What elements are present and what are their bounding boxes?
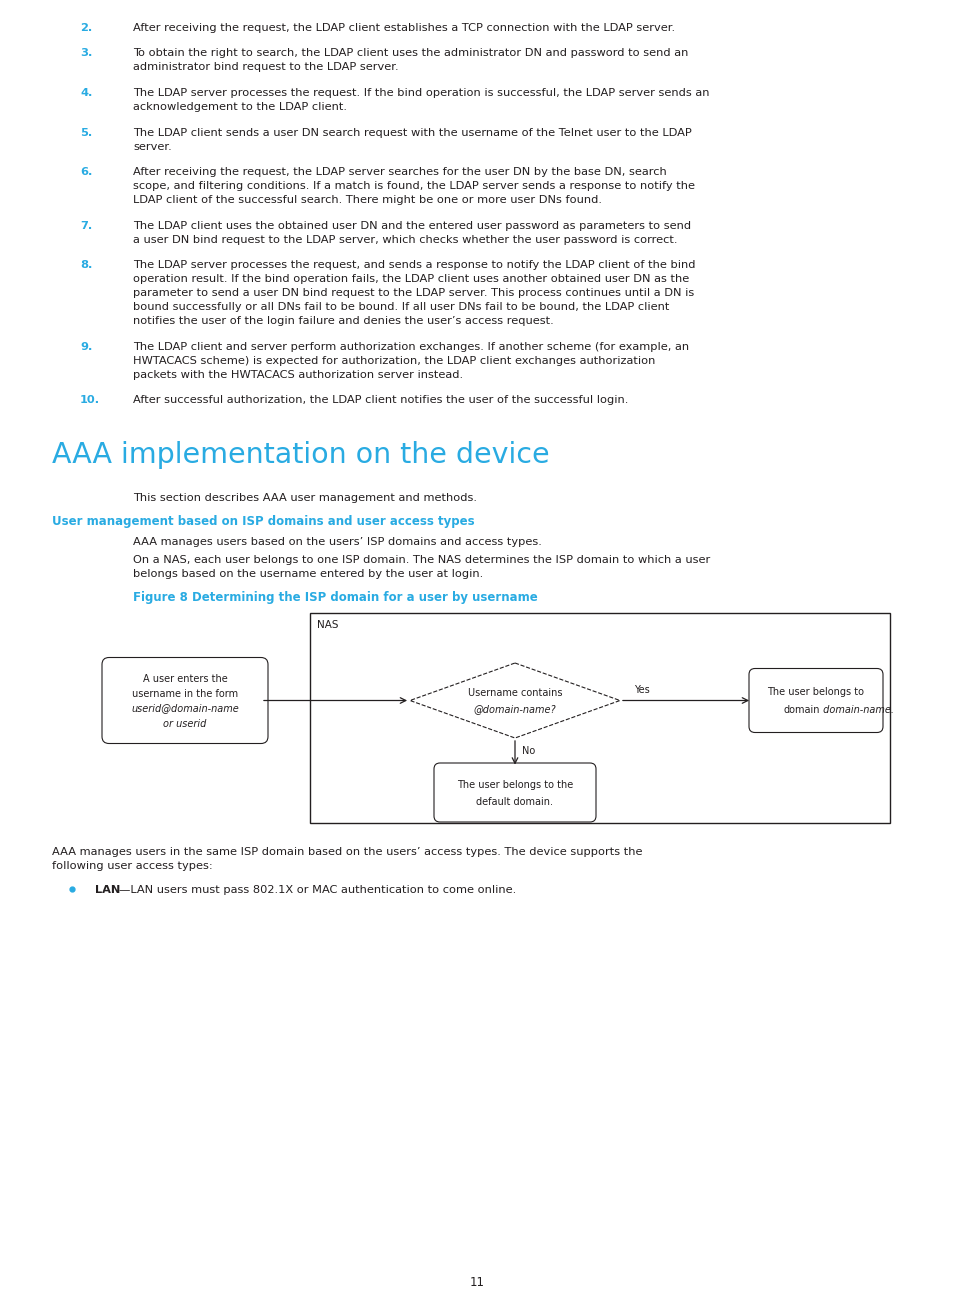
Text: domain-name.: domain-name. — [820, 705, 893, 714]
Text: scope, and filtering conditions. If a match is found, the LDAP server sends a re: scope, and filtering conditions. If a ma… — [132, 181, 695, 191]
Text: packets with the HWTACACS authorization server instead.: packets with the HWTACACS authorization … — [132, 369, 462, 380]
Text: 5.: 5. — [80, 127, 92, 137]
Text: or userid: or userid — [163, 718, 207, 728]
Text: HWTACACS scheme) is expected for authorization, the LDAP client exchanges author: HWTACACS scheme) is expected for authori… — [132, 355, 655, 365]
Text: The LDAP client sends a user DN search request with the username of the Telnet u: The LDAP client sends a user DN search r… — [132, 127, 691, 137]
Text: Yes: Yes — [634, 686, 649, 695]
Text: AAA implementation on the device: AAA implementation on the device — [52, 441, 549, 468]
Text: notifies the user of the login failure and denies the user’s access request.: notifies the user of the login failure a… — [132, 316, 553, 327]
Text: After receiving the request, the LDAP server searches for the user DN by the bas: After receiving the request, the LDAP se… — [132, 167, 666, 178]
Text: bound successfully or all DNs fail to be bound. If all user DNs fail to be bound: bound successfully or all DNs fail to be… — [132, 302, 669, 312]
Text: 9.: 9. — [80, 342, 92, 351]
Text: belongs based on the username entered by the user at login.: belongs based on the username entered by… — [132, 569, 483, 578]
Text: User management based on ISP domains and user access types: User management based on ISP domains and… — [52, 515, 475, 527]
Text: AAA manages users based on the users’ ISP domains and access types.: AAA manages users based on the users’ IS… — [132, 537, 541, 547]
Text: LAN: LAN — [95, 884, 120, 894]
Text: following user access types:: following user access types: — [52, 861, 213, 871]
Text: 8.: 8. — [80, 260, 92, 270]
Text: The LDAP server processes the request, and sends a response to notify the LDAP c: The LDAP server processes the request, a… — [132, 260, 695, 270]
Text: On a NAS, each user belongs to one ISP domain. The NAS determines the ISP domain: On a NAS, each user belongs to one ISP d… — [132, 555, 709, 565]
Text: 2.: 2. — [80, 23, 92, 32]
Text: No: No — [521, 745, 535, 756]
Text: default domain.: default domain. — [476, 797, 553, 806]
Text: NAS: NAS — [316, 619, 338, 630]
Text: The user belongs to the: The user belongs to the — [456, 779, 573, 789]
Text: 10.: 10. — [80, 395, 100, 406]
Text: 3.: 3. — [80, 48, 92, 58]
Text: This section describes AAA user management and methods.: This section describes AAA user manageme… — [132, 492, 476, 503]
FancyBboxPatch shape — [102, 657, 268, 744]
Text: 7.: 7. — [80, 220, 92, 231]
Text: administrator bind request to the LDAP server.: administrator bind request to the LDAP s… — [132, 62, 398, 73]
Bar — [310, 613, 889, 823]
Polygon shape — [410, 664, 619, 737]
Text: The user belongs to: The user belongs to — [767, 687, 863, 696]
Text: parameter to send a user DN bind request to the LDAP server. This process contin: parameter to send a user DN bind request… — [132, 288, 694, 298]
Text: 6.: 6. — [80, 167, 92, 178]
Text: —LAN users must pass 802.1X or MAC authentication to come online.: —LAN users must pass 802.1X or MAC authe… — [119, 884, 517, 894]
Text: a user DN bind request to the LDAP server, which checks whether the user passwor: a user DN bind request to the LDAP serve… — [132, 235, 677, 245]
Text: After receiving the request, the LDAP client establishes a TCP connection with t: After receiving the request, the LDAP cl… — [132, 23, 675, 32]
Text: 4.: 4. — [80, 88, 92, 98]
Text: AAA manages users in the same ISP domain based on the users’ access types. The d: AAA manages users in the same ISP domain… — [52, 846, 641, 857]
Text: After successful authorization, the LDAP client notifies the user of the success: After successful authorization, the LDAP… — [132, 395, 628, 406]
Text: server.: server. — [132, 141, 172, 152]
Text: 11: 11 — [469, 1277, 484, 1290]
Text: username in the form: username in the form — [132, 688, 238, 699]
FancyBboxPatch shape — [434, 763, 596, 822]
Text: The LDAP server processes the request. If the bind operation is successful, the : The LDAP server processes the request. I… — [132, 88, 709, 98]
Text: @domain-name?: @domain-name? — [474, 705, 556, 714]
Text: The LDAP client and server perform authorization exchanges. If another scheme (f: The LDAP client and server perform autho… — [132, 342, 688, 351]
Text: Username contains: Username contains — [467, 687, 561, 697]
Text: userid@domain-name: userid@domain-name — [131, 704, 238, 714]
Text: domain: domain — [783, 705, 820, 714]
Text: To obtain the right to search, the LDAP client uses the administrator DN and pas: To obtain the right to search, the LDAP … — [132, 48, 688, 58]
Text: operation result. If the bind operation fails, the LDAP client uses another obta: operation result. If the bind operation … — [132, 273, 688, 284]
Text: A user enters the: A user enters the — [143, 674, 227, 683]
FancyBboxPatch shape — [748, 669, 882, 732]
Text: Figure 8 Determining the ISP domain for a user by username: Figure 8 Determining the ISP domain for … — [132, 591, 537, 604]
Text: LDAP client of the successful search. There might be one or more user DNs found.: LDAP client of the successful search. Th… — [132, 194, 601, 205]
Text: The LDAP client uses the obtained user DN and the entered user password as param: The LDAP client uses the obtained user D… — [132, 220, 690, 231]
Text: acknowledgement to the LDAP client.: acknowledgement to the LDAP client. — [132, 102, 347, 111]
